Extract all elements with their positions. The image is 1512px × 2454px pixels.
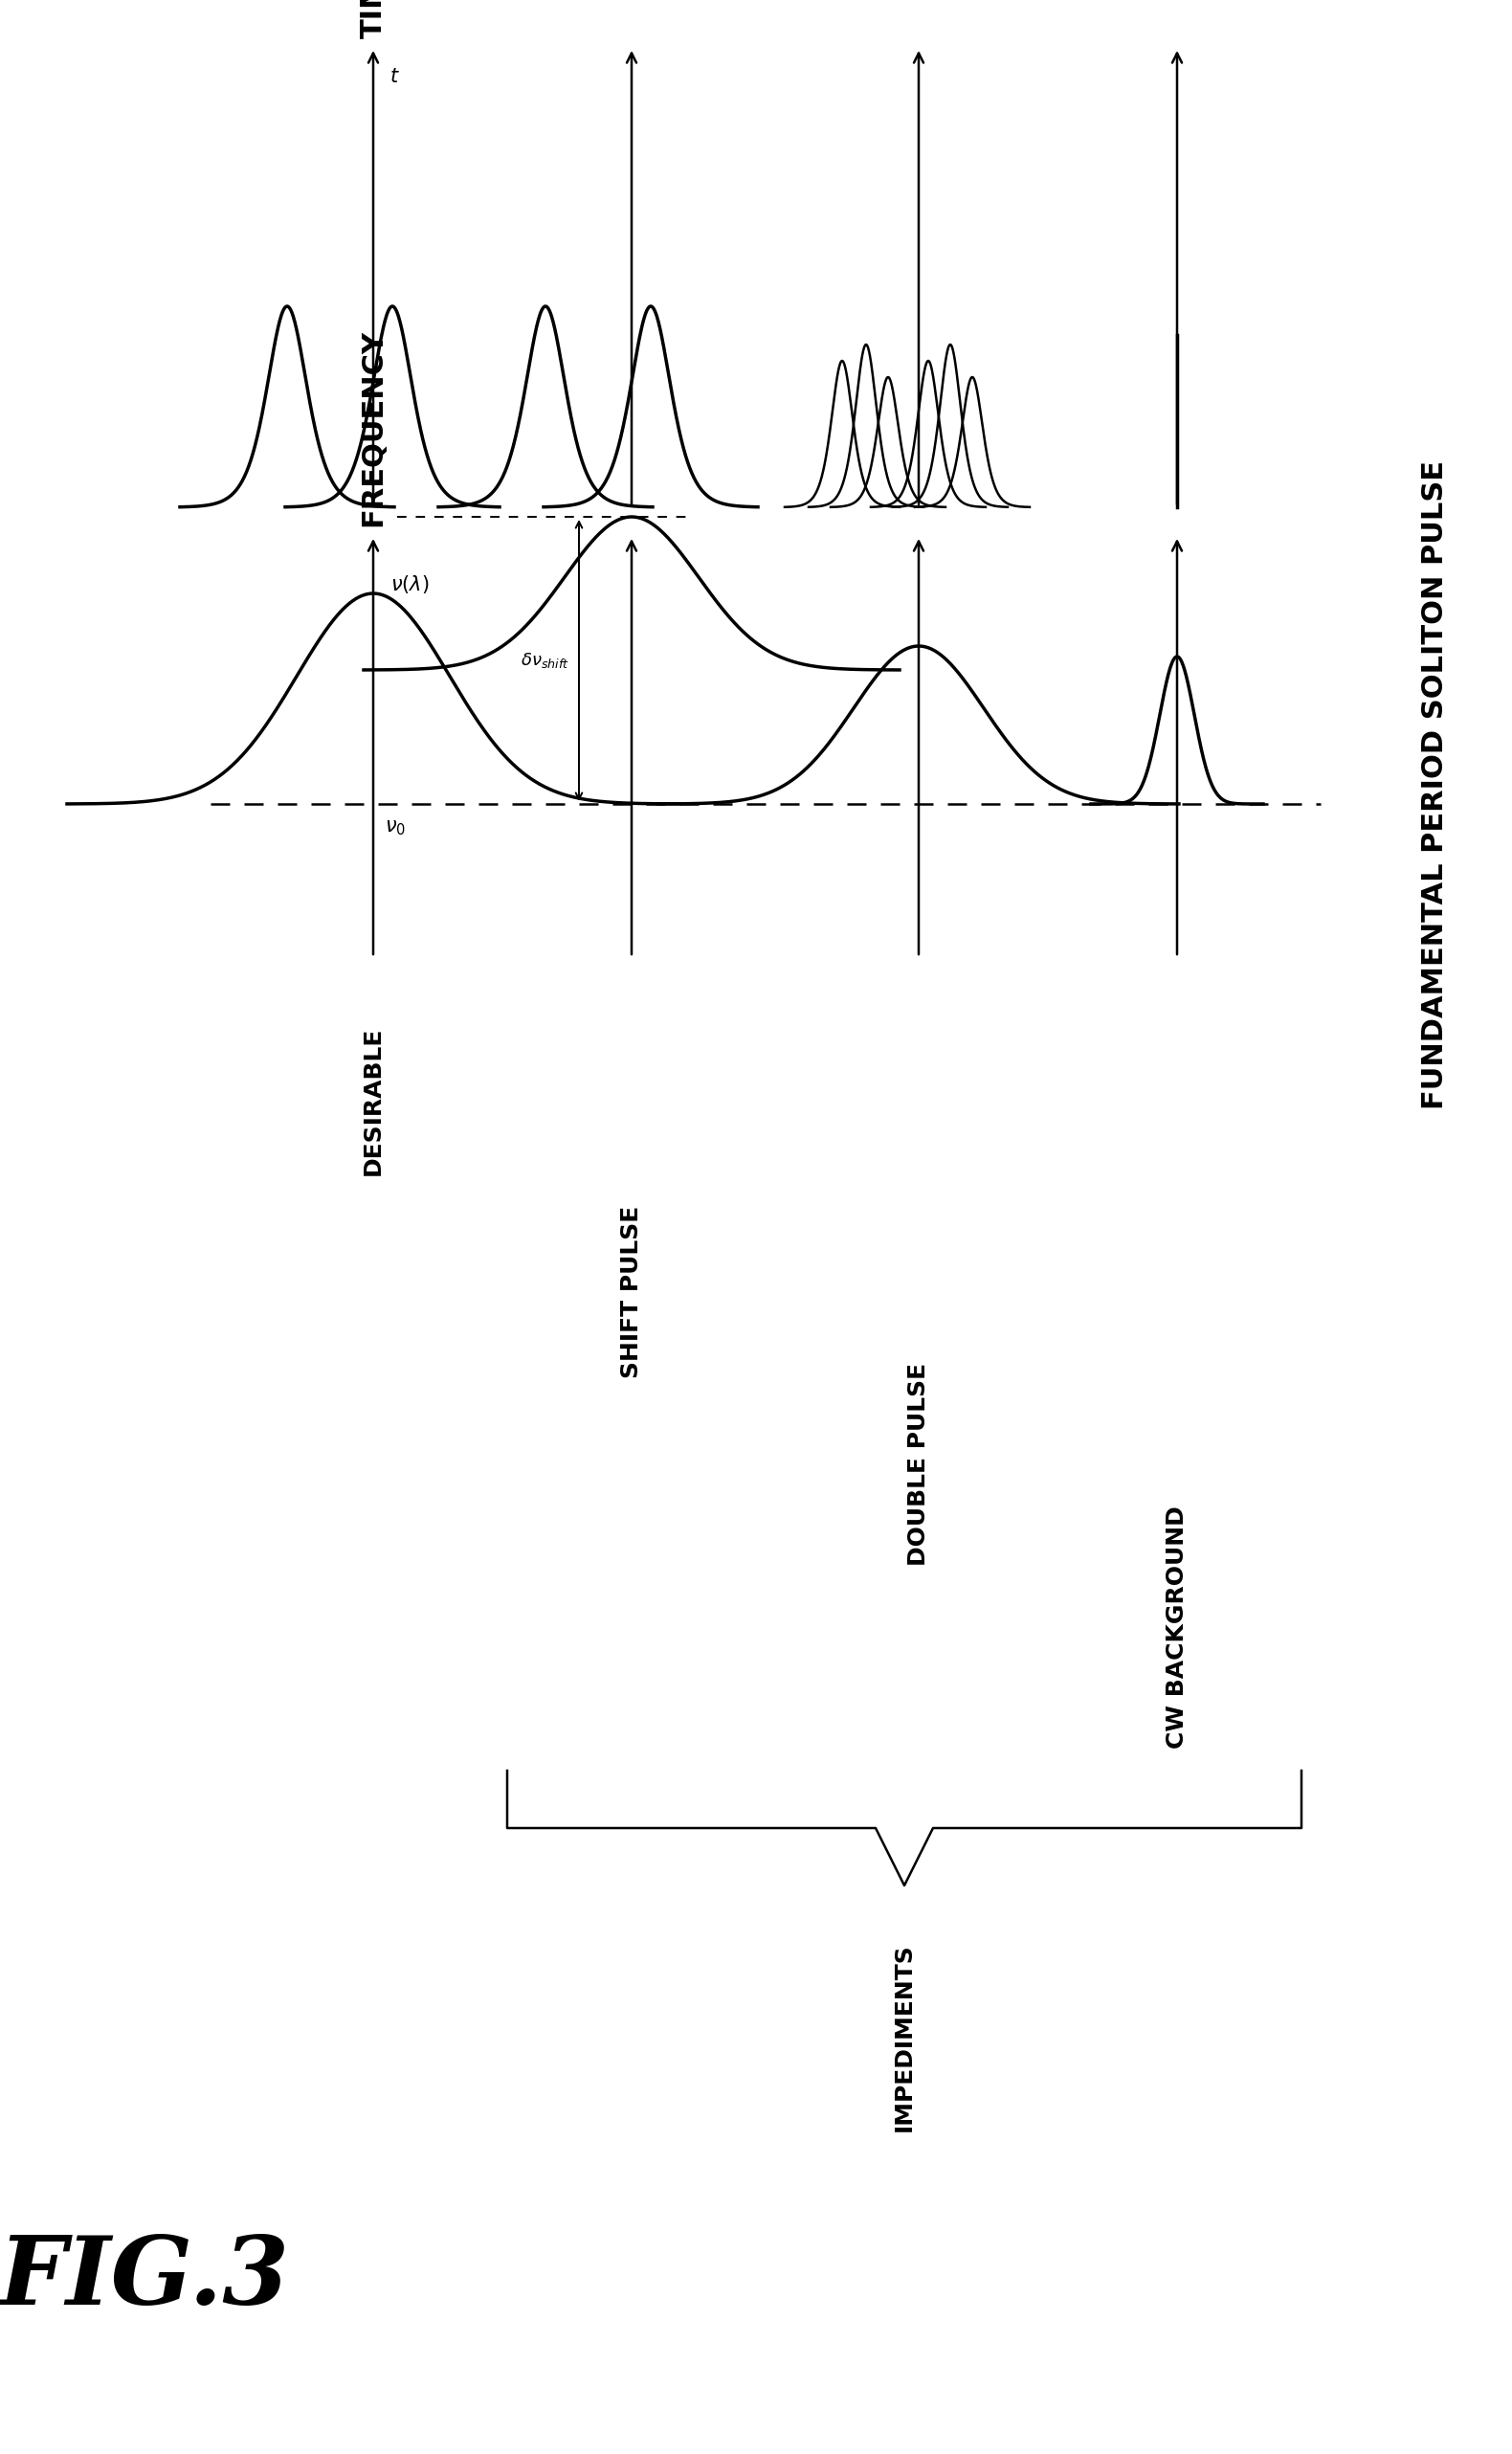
Text: DESIRABLE: DESIRABLE bbox=[361, 1026, 384, 1175]
Text: FIG.3: FIG.3 bbox=[0, 2231, 289, 2324]
Text: $\delta\nu_{shift}$: $\delta\nu_{shift}$ bbox=[520, 650, 570, 670]
Text: IMPEDIMENTS: IMPEDIMENTS bbox=[894, 1944, 916, 2130]
Text: t: t bbox=[390, 66, 398, 86]
Text: FUNDAMENTAL PERIOD SOLITON PULSE: FUNDAMENTAL PERIOD SOLITON PULSE bbox=[1421, 461, 1450, 1109]
Text: $\nu_0$: $\nu_0$ bbox=[384, 817, 405, 837]
Text: SHIFT PULSE: SHIFT PULSE bbox=[620, 1205, 643, 1379]
Text: TIME: TIME bbox=[360, 0, 387, 39]
Text: FREQUENCY: FREQUENCY bbox=[360, 329, 387, 528]
Text: CW BACKGROUND: CW BACKGROUND bbox=[1166, 1507, 1188, 1750]
Text: DOUBLE PULSE: DOUBLE PULSE bbox=[907, 1362, 930, 1566]
Text: $\nu(\lambda)$: $\nu(\lambda)$ bbox=[390, 572, 429, 594]
